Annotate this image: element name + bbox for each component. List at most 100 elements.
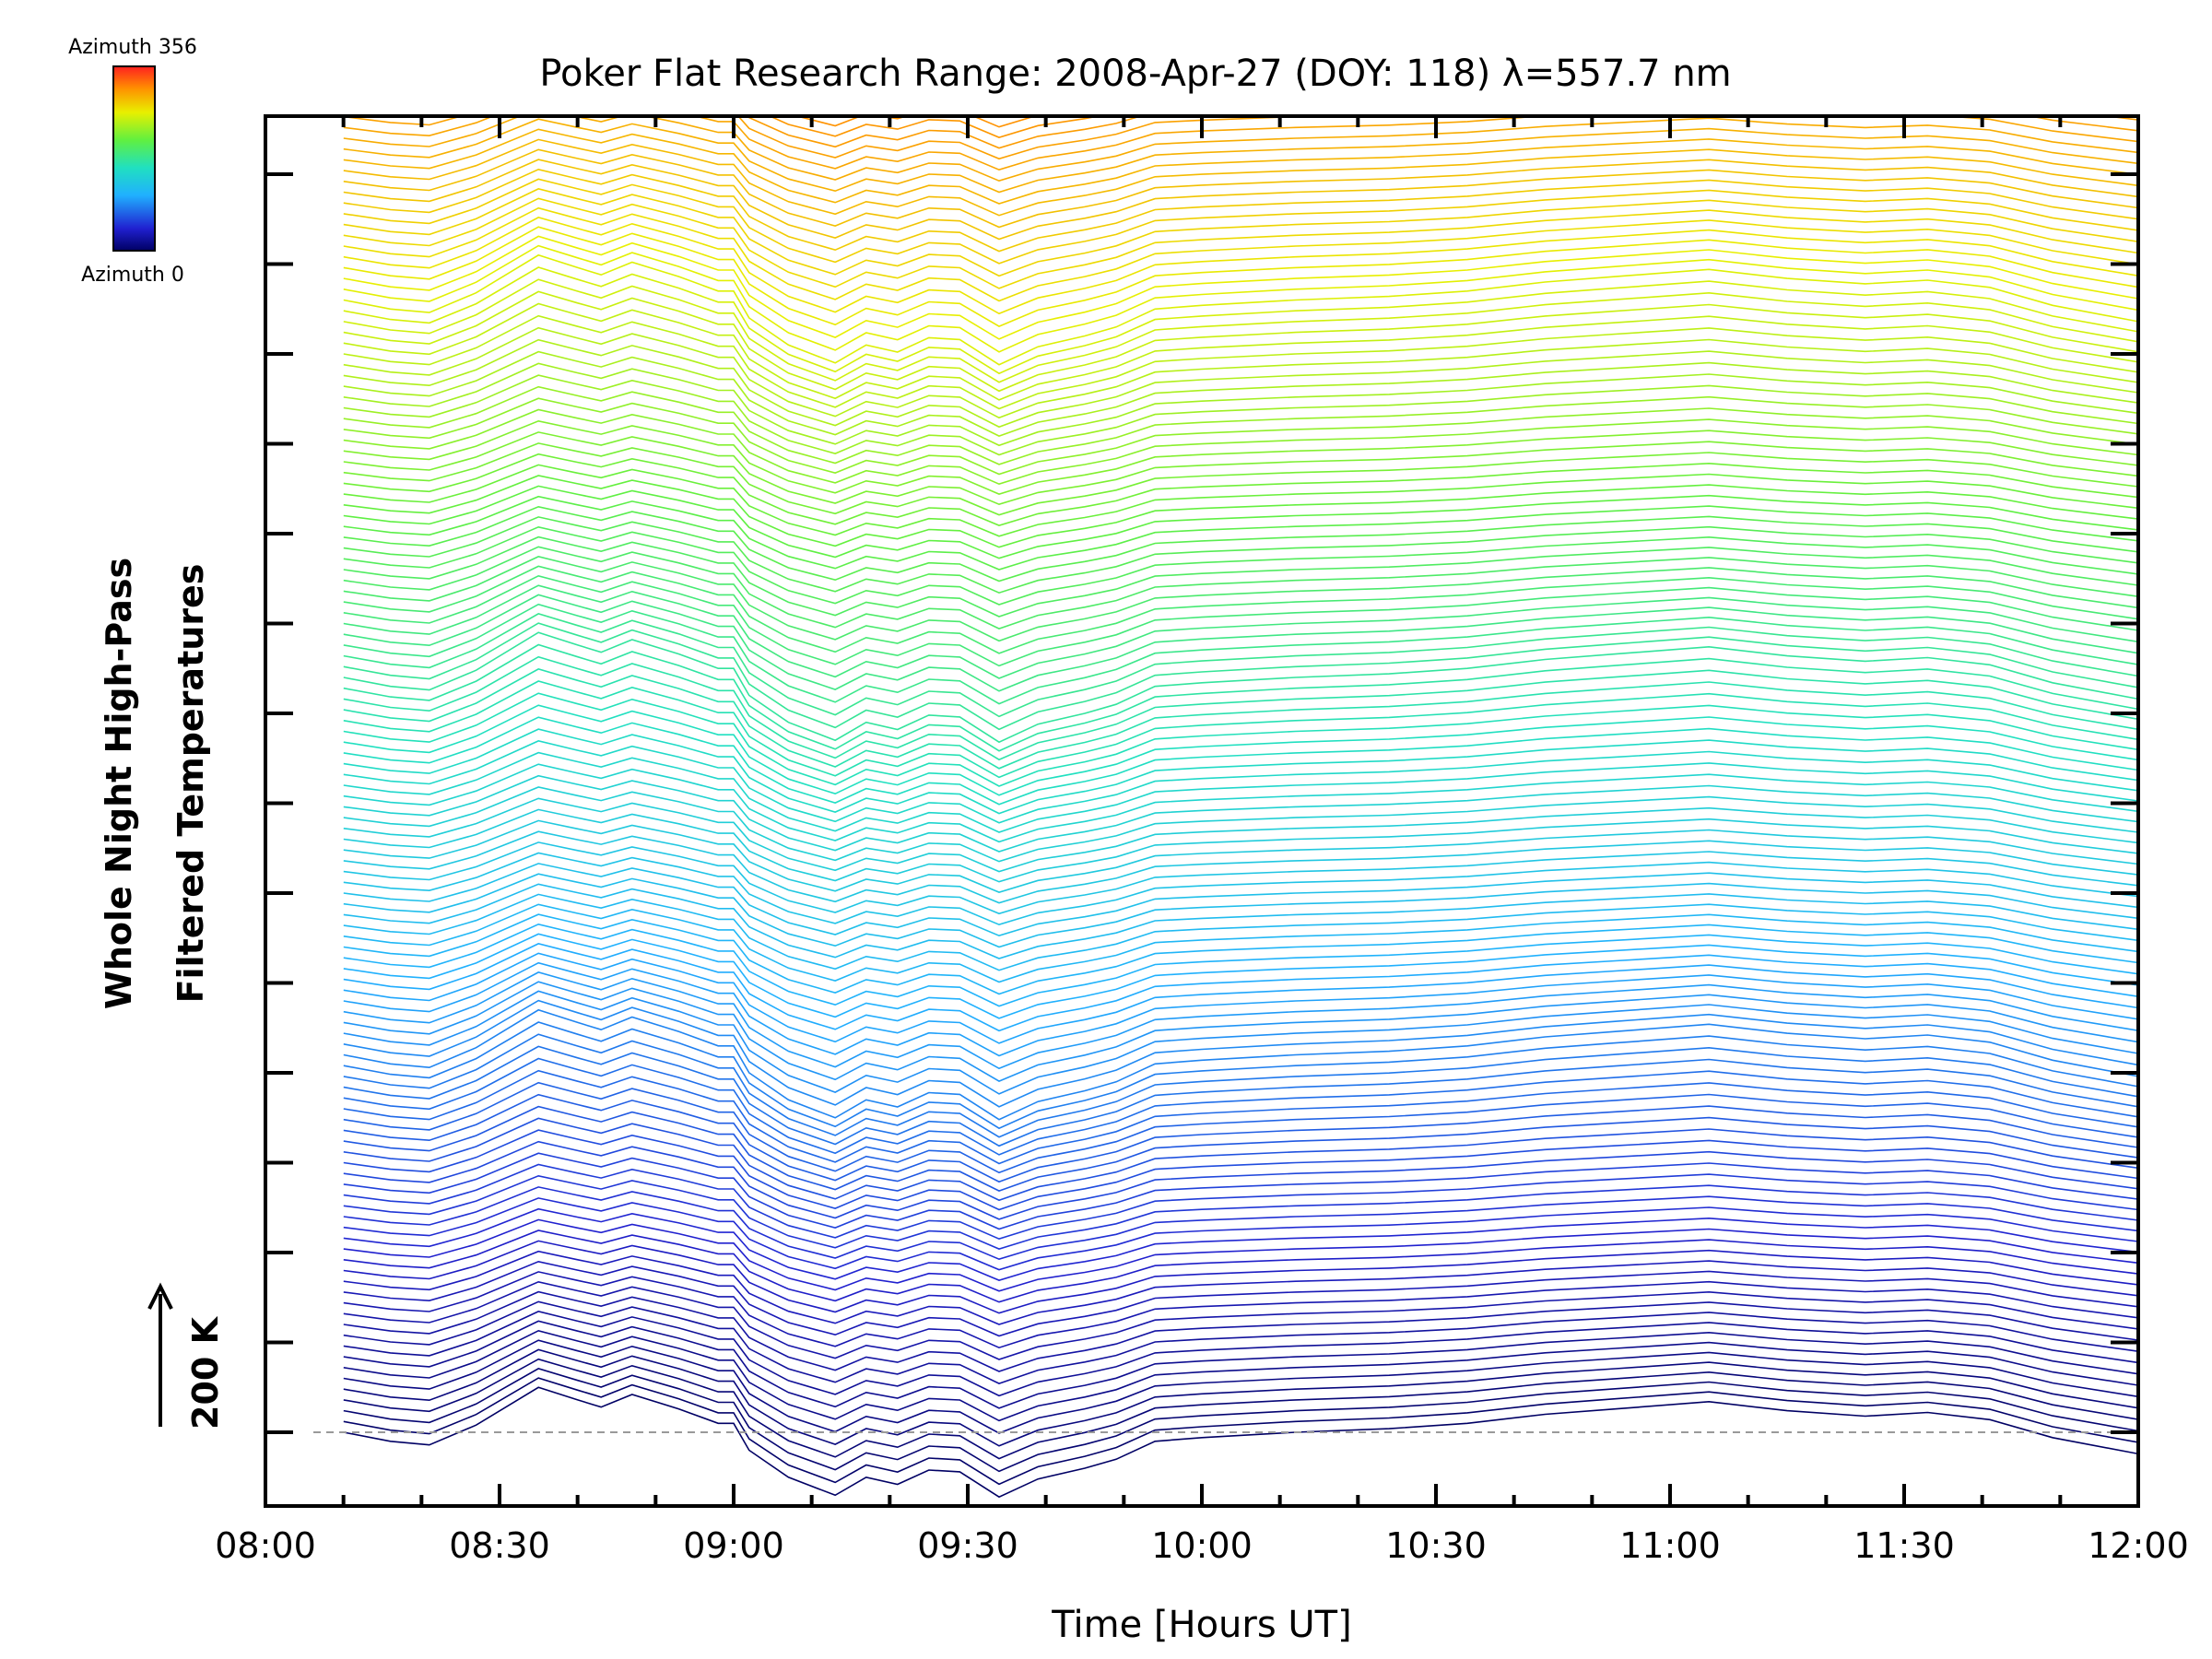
series-line-31 (343, 1057, 2138, 1156)
series-line-108 (343, 226, 2138, 327)
series-line-3 (343, 1358, 2138, 1460)
series-line-25 (343, 1129, 2138, 1211)
series-line-75 (343, 584, 2138, 679)
series-line-11 (343, 1280, 2138, 1360)
series-line-12 (343, 1271, 2138, 1349)
series-line-114 (343, 168, 2138, 253)
series-line-132 (344, 0, 2138, 59)
colorbar-gradient (112, 65, 156, 252)
series-line-103 (343, 278, 2138, 383)
series-line-134 (344, 0, 2138, 41)
axis-ticks (264, 116, 2140, 1506)
series-line-17 (343, 1218, 2138, 1292)
y-axis-title-line-1: Whole Night High-Pass (99, 558, 139, 1009)
series-line-63 (343, 716, 2138, 806)
series-line-14 (343, 1250, 2138, 1325)
series-line-38 (343, 981, 2138, 1082)
series-line-81 (343, 525, 2138, 606)
series-line-37 (343, 990, 2138, 1095)
series-line-45 (343, 913, 2138, 995)
series-line-104 (343, 266, 2138, 375)
series-line-24 (343, 1140, 2138, 1220)
series-line-71 (343, 622, 2138, 731)
series-line-105 (343, 253, 2138, 366)
series-line-88 (343, 453, 2138, 526)
series-line-109 (343, 217, 2138, 315)
series-line-19 (343, 1197, 2138, 1271)
series-line-99 (343, 326, 2138, 419)
series-line-92 (343, 408, 2138, 486)
series-line-82 (343, 516, 2138, 594)
series-line-41 (343, 952, 2138, 1044)
series-line-27 (343, 1105, 2138, 1192)
series-line-78 (343, 556, 2138, 642)
series-line-53 (343, 830, 2138, 904)
series-line-111 (343, 197, 2138, 289)
series-line-116 (343, 148, 2138, 229)
x-tick-labels: 08:00 08:30 09:00 09:30 10:00 10:30 11:00 11:30… (215, 1525, 2189, 1566)
series-line-52 (343, 841, 2138, 915)
series-line-21 (343, 1174, 2138, 1250)
series-line-23 (343, 1152, 2138, 1230)
x-tick-label-8: 12:00 (2088, 1525, 2189, 1566)
series-line-110 (343, 206, 2138, 302)
series-line-28 (343, 1093, 2138, 1183)
x-tick-label-7: 11:30 (1853, 1525, 1955, 1566)
series-line-68 (343, 655, 2138, 761)
series-line-33 (343, 1033, 2138, 1138)
series-line-51 (343, 852, 2138, 926)
series-line-59 (343, 763, 2138, 843)
series-line-136 (344, 0, 2138, 22)
series-line-115 (343, 159, 2138, 241)
series-line-87 (343, 464, 2138, 537)
scale-arrow-head (147, 1282, 173, 1310)
series-line-84 (343, 495, 2138, 571)
series-line-106 (343, 244, 2138, 353)
series-line-98 (343, 338, 2138, 429)
series-line-15 (343, 1240, 2138, 1314)
series-line-22 (343, 1163, 2138, 1241)
series-line-120 (343, 116, 2138, 182)
x-tick-label-3: 09:30 (917, 1525, 1018, 1566)
series-line-96 (343, 362, 2138, 447)
series-line-72 (343, 613, 2138, 718)
series-group (343, 0, 2138, 1499)
series-line-69 (343, 643, 2138, 752)
series-line-77 (343, 565, 2138, 654)
series-line-34 (343, 1021, 2138, 1130)
series-line-113 (343, 178, 2138, 265)
series-line-9 (343, 1300, 2138, 1384)
series-line-60 (343, 751, 2138, 833)
series-line-44 (343, 923, 2138, 1007)
colorbar: Azimuth 356 Azimuth 0 (68, 36, 197, 287)
series-line-95 (343, 374, 2138, 456)
series-line-80 (343, 535, 2138, 618)
series-line-47 (343, 893, 2138, 971)
series-line-119 (343, 118, 2138, 194)
series-line-122 (343, 116, 2138, 160)
series-line-26 (343, 1117, 2138, 1202)
y-axis-title: Whole Night High-Pass Filtered Temperatu… (99, 558, 211, 1009)
series-line-138 (344, 0, 2138, 5)
series-line-7 (343, 1320, 2138, 1409)
x-tick-label-2: 09:00 (683, 1525, 784, 1566)
series-line-48 (343, 883, 2138, 959)
series-line-40 (343, 961, 2138, 1057)
series-line-18 (343, 1207, 2138, 1281)
series-line-16 (343, 1230, 2138, 1303)
series-line-49 (343, 873, 2138, 948)
series-line-83 (343, 505, 2138, 582)
scale-label: 200 K (185, 1315, 226, 1430)
series-line-67 (343, 668, 2138, 770)
series-line-20 (343, 1186, 2138, 1261)
series-line-43 (343, 933, 2138, 1019)
series-line-58 (343, 774, 2138, 853)
x-tick-label-4: 10:00 (1151, 1525, 1253, 1566)
series-line-65 (343, 692, 2138, 787)
y-axis-title-line-2: Filtered Temperatures (171, 564, 211, 1004)
series-line-101 (343, 302, 2138, 401)
series-line-50 (343, 863, 2138, 937)
series-line-5 (343, 1339, 2138, 1434)
series-line-79 (343, 546, 2138, 629)
